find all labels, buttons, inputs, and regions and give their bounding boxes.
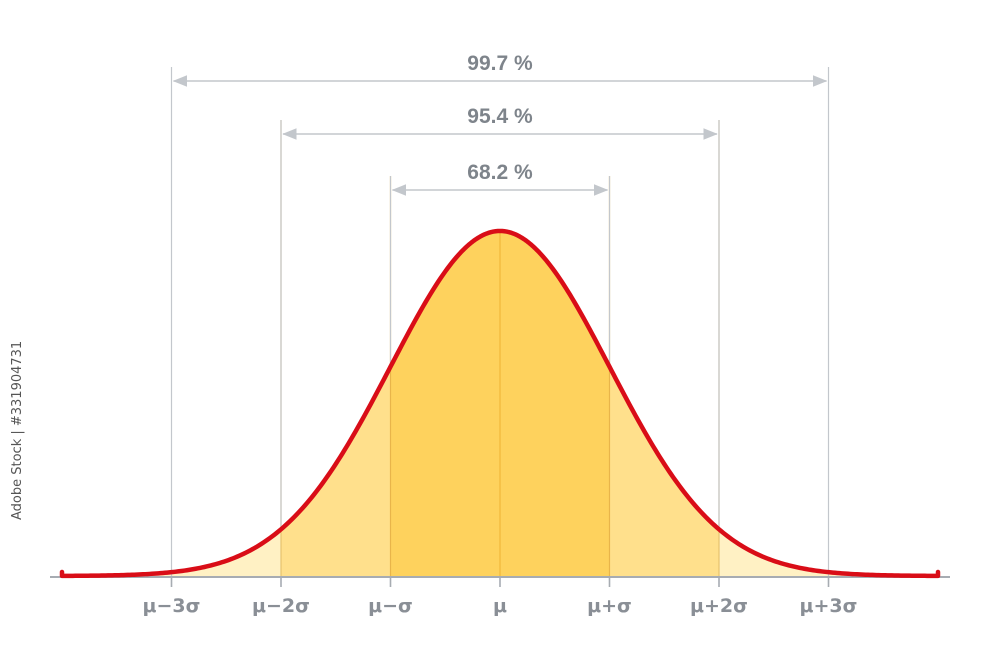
interval-brackets: 68.2 % 95.4 % 99.7 % — [172, 52, 828, 196]
tick-label-0: μ−3σ — [143, 595, 201, 617]
normal-curve — [59, 228, 941, 579]
watermark-text: Adobe Stock | #331904731 — [10, 341, 25, 520]
tick-label-5: μ+2σ — [690, 595, 748, 617]
tick-label-1: μ−2σ — [252, 595, 310, 617]
guide-lines — [170, 67, 830, 576]
interval-label-1sigma: 68.2 % — [467, 161, 533, 184]
tick-label-3: μ — [493, 595, 507, 617]
tick-label-6: μ+3σ — [800, 595, 858, 617]
tick-labels: μ−3σ μ−2σ μ−σ μ μ+σ μ+2σ μ+3σ — [143, 577, 858, 617]
tick-label-4: μ+σ — [587, 595, 632, 617]
interval-label-3sigma: 99.7 % — [467, 52, 533, 75]
tick-label-2: μ−σ — [368, 595, 413, 617]
interval-label-2sigma: 95.4 % — [467, 105, 533, 128]
